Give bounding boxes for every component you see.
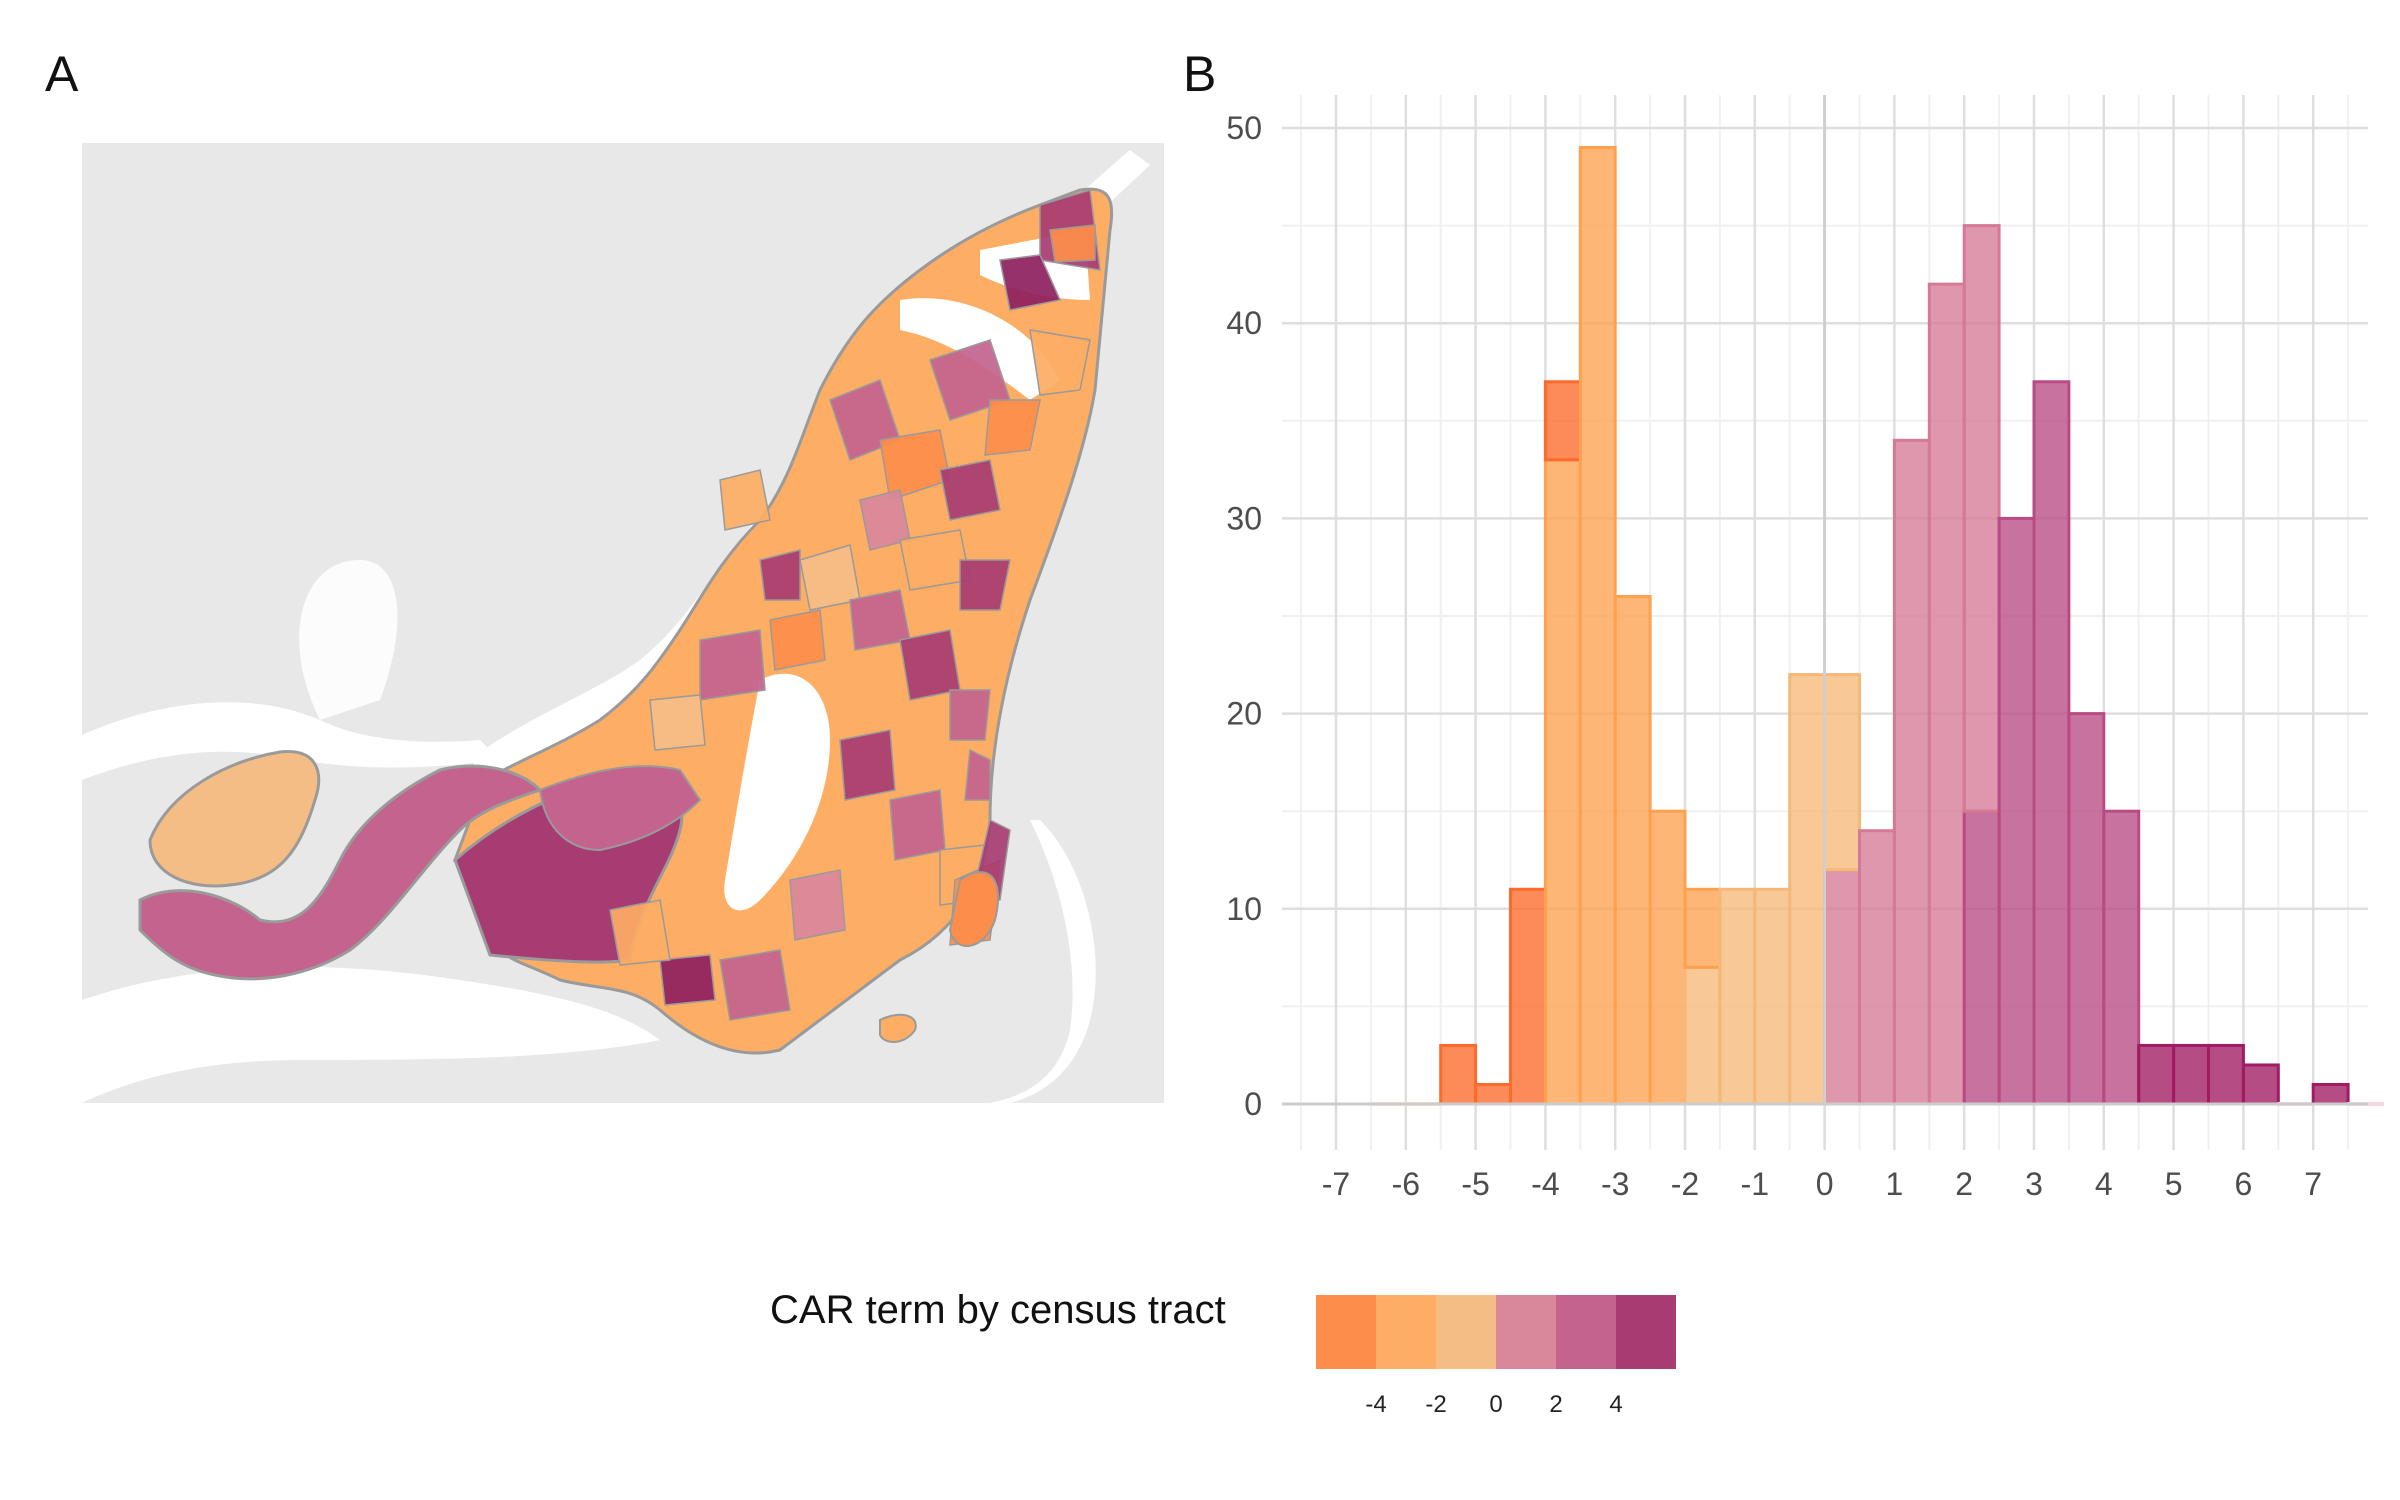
histogram-bar: [1439, 1043, 1478, 1106]
x-tick-label: 6: [2235, 1166, 2253, 1202]
histogram-bar: [1788, 673, 1827, 1106]
histogram-bar: [2311, 1082, 2350, 1106]
histogram-bar: [1683, 887, 1722, 969]
legend-title: CAR term by census tract: [770, 1288, 1226, 1332]
histogram-bar: [1962, 809, 2001, 1106]
x-tick-label: 1: [1886, 1166, 1904, 1202]
histogram-bar: [2067, 712, 2106, 1106]
census-tract: [984, 399, 1041, 456]
x-tick-label: -2: [1671, 1166, 1699, 1202]
histogram-bar: [1543, 458, 1582, 1106]
histogram-bar: [2172, 1043, 2211, 1106]
legend: -4 -2 0 2 4: [1316, 1295, 1676, 1418]
histogram-bar: [2137, 1043, 2176, 1106]
histogram-bar: [2207, 1043, 2245, 1106]
river: [299, 560, 398, 720]
legend-tick-label: 4: [1609, 1391, 1622, 1418]
x-tick-label: -7: [1322, 1166, 1350, 1202]
census-tract: [879, 1013, 917, 1043]
y-tick-label: 40: [1226, 305, 1262, 341]
y-tick-label: 50: [1226, 110, 1262, 146]
x-tick-label: 3: [2025, 1166, 2043, 1202]
legend-swatch: [1316, 1295, 1376, 1369]
legend-swatch: [1436, 1295, 1496, 1369]
island-bizard: [148, 750, 321, 888]
legend-swatch: [1496, 1295, 1556, 1369]
y-tick-label: 0: [1244, 1086, 1262, 1122]
y-tick-label: 10: [1226, 891, 1262, 927]
x-tick-label: 0: [1816, 1166, 1834, 1202]
histogram-bar: [2241, 1063, 2280, 1106]
census-tract: [649, 694, 706, 751]
histogram-bar: [1648, 809, 1687, 1106]
census-tract: [949, 689, 991, 741]
tract-region: [538, 765, 702, 852]
map-panel: [82, 143, 1164, 1103]
histogram-bar: [1823, 868, 1861, 1106]
legend-tick-label: 0: [1489, 1391, 1502, 1418]
histogram-bar: [1718, 887, 1757, 1106]
histogram-bar: [1962, 224, 2001, 813]
census-tract: [939, 459, 1001, 521]
census-tract: [1049, 224, 1096, 263]
census-tract: [609, 899, 671, 966]
panel-a-label: A: [45, 46, 79, 102]
histogram-bar: [1613, 594, 1652, 1106]
census-tract: [659, 954, 716, 1006]
census-tract: [839, 729, 896, 801]
census-tract: [719, 949, 791, 1021]
x-tick-label: -5: [1461, 1166, 1489, 1202]
x-tick-label: 2: [1955, 1166, 1973, 1202]
histogram-bar: [1474, 1082, 1512, 1106]
histogram-bar: [1858, 829, 1896, 1106]
x-tick-label: -1: [1741, 1166, 1769, 1202]
y-tick-label: 30: [1226, 500, 1262, 536]
histogram-bar: [1892, 438, 1931, 1106]
map-gap: [724, 673, 830, 911]
histogram-bar: [1823, 673, 1861, 872]
histogram-bar: [2102, 809, 2141, 1106]
census-tract: [1029, 329, 1091, 396]
census-tract: [759, 549, 801, 601]
legend-swatch: [1376, 1295, 1436, 1369]
census-tract: [964, 748, 991, 801]
census-tract: [889, 789, 946, 861]
x-tick-label: 4: [2095, 1166, 2113, 1202]
histogram-bar: [1578, 146, 1617, 1106]
census-tract: [719, 469, 771, 531]
panel-b-label: B: [1183, 46, 1217, 102]
x-tick-label: 7: [2304, 1166, 2322, 1202]
histogram-bar: [2032, 380, 2071, 1106]
histogram-bar: [1927, 282, 1966, 1106]
y-tick-label: 20: [1226, 696, 1262, 732]
legend-swatch: [1556, 1295, 1616, 1369]
x-tick-label: 5: [2165, 1166, 2183, 1202]
census-tract: [999, 254, 1062, 311]
histogram-panel: -7 -6 -5 -4 -3 -2 -1 0 1 2 3 4 5 6 7 0 10 20 30 40 50: [1226, 95, 2385, 1202]
census-tract: [789, 869, 846, 941]
census-tract: [959, 559, 1011, 611]
histogram-bar: [1753, 887, 1792, 1106]
x-tick-label: -4: [1531, 1166, 1559, 1202]
legend-tick-label: -2: [1425, 1391, 1446, 1418]
census-tract: [769, 609, 826, 671]
histogram-bar: [1997, 516, 2036, 1106]
histogram-bar: [1683, 965, 1722, 1106]
legend-tick-label: 2: [1549, 1391, 1562, 1418]
river: [990, 820, 1096, 1103]
census-tract: [699, 629, 766, 701]
x-tick-label: -6: [1392, 1166, 1420, 1202]
river: [82, 702, 500, 780]
legend-swatch: [1616, 1295, 1676, 1369]
x-tick-label: -3: [1601, 1166, 1629, 1202]
legend-tick-label: -4: [1365, 1391, 1386, 1418]
histogram-bar: [1509, 887, 1547, 1106]
river: [82, 966, 660, 1103]
census-tract: [948, 871, 1000, 947]
histogram-bar: [1543, 380, 1582, 462]
